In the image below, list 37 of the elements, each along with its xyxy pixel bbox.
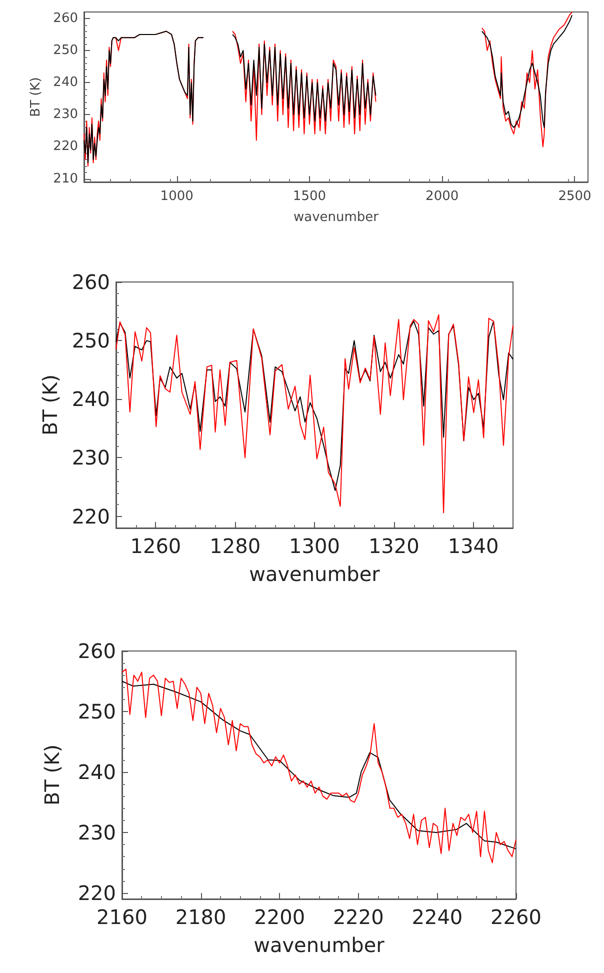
y-axis-title: BT (K)	[28, 77, 44, 117]
x-axis-title: wavenumber	[249, 562, 381, 586]
y-tick-label: 250	[72, 328, 110, 353]
x-axis-title: wavenumber	[254, 933, 386, 957]
x-tick-label: 1300	[289, 534, 340, 558]
x-tick-label: 2260	[490, 905, 542, 929]
x-tick-label: 1500	[292, 189, 326, 204]
y-tick-label: 230	[72, 446, 110, 470]
y-tick-label: 240	[78, 760, 116, 784]
x-tick-label: 1000	[160, 189, 194, 204]
y-tick-label: 240	[53, 75, 78, 90]
y-tick-label: 230	[53, 107, 78, 122]
x-tick-label: 2000	[426, 189, 459, 204]
x-tick-label: 1340	[448, 534, 499, 558]
y-tick-label: 240	[72, 387, 110, 412]
y-tick-label: 220	[72, 504, 110, 528]
y-tick-label: 250	[78, 699, 116, 724]
x-tick-label: 2500	[558, 189, 592, 204]
x-tick-label: 2200	[254, 905, 306, 929]
y-tick-label: 220	[78, 880, 116, 905]
x-axis-title: wavenumber	[293, 210, 380, 225]
x-tick-label: 2160	[96, 905, 148, 929]
x-tick-label: 2220	[332, 905, 384, 929]
y-tick-label: 250	[53, 42, 78, 58]
x-tick-label: 1320	[368, 534, 420, 558]
y-axis-title: BT (K)	[38, 374, 62, 436]
y-tick-label: 260	[78, 639, 116, 663]
y-tick-label: 210	[53, 171, 78, 186]
x-tick-label: 2240	[412, 905, 463, 929]
x-tick-label: 2180	[175, 905, 226, 929]
y-tick-label: 220	[53, 139, 78, 154]
x-tick-label: 1260	[130, 534, 182, 558]
x-tick-label: 1280	[210, 534, 261, 558]
y-tick-label: 230	[78, 820, 116, 844]
y-tick-label: 260	[72, 270, 110, 294]
y-axis-title: BT (K)	[40, 744, 64, 806]
y-tick-label: 260	[53, 10, 78, 26]
